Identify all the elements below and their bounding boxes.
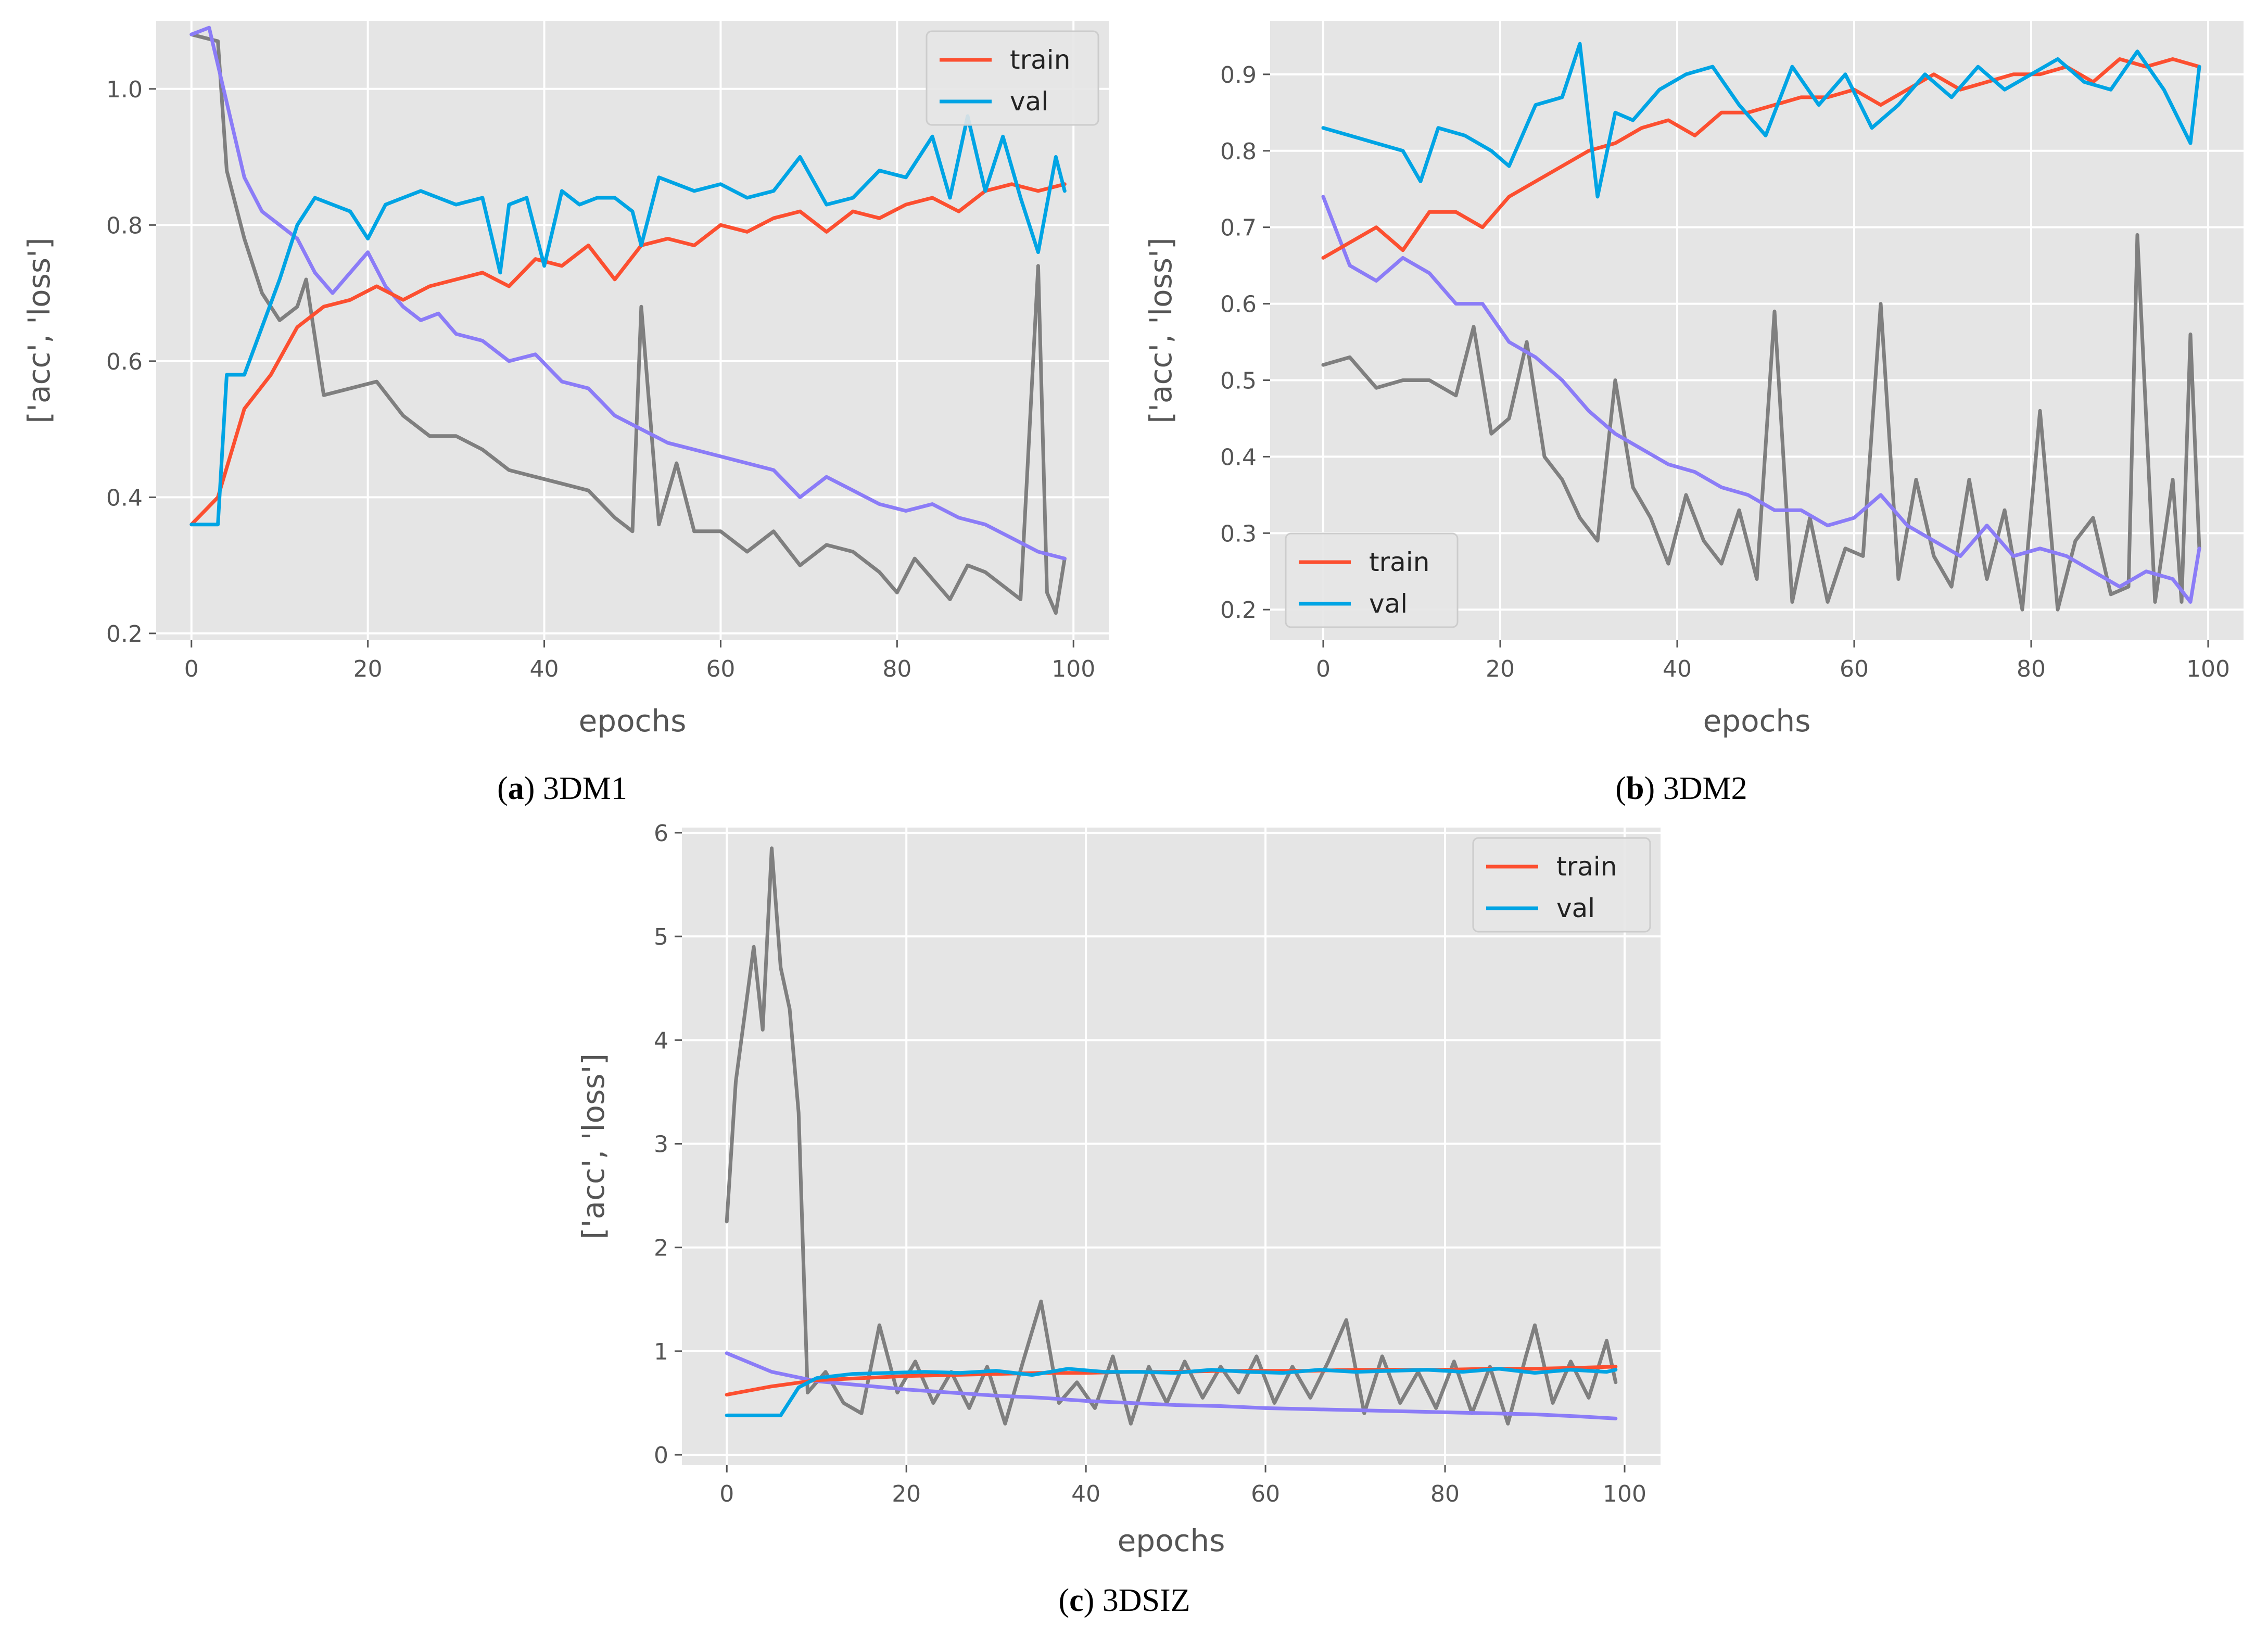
y-tick-label: 0.8 [106,212,143,239]
x-tick-label: 20 [353,656,383,682]
legend: train val [926,30,1099,126]
y-tick-label: 0.6 [106,349,143,375]
legend: train val [1472,837,1651,933]
series-line-val [1321,42,2201,199]
series-line-train-loss [1321,195,2201,604]
legend: train val [1285,532,1459,628]
x-tick-label: 100 [1603,1481,1646,1507]
y-tick-label: 0.4 [106,485,143,511]
caption-close-paren: ) [1084,1583,1103,1618]
y-tick-label: 3 [654,1132,668,1158]
y-tick-label: 2 [654,1235,668,1262]
caption: (b) 3DM2 [1615,771,1747,806]
y-tick-label: 5 [654,924,668,950]
x-tick-label: 20 [892,1481,921,1507]
y-tick-label: 4 [654,1027,668,1054]
x-tick-label: 80 [1430,1481,1460,1507]
caption-close-paren: ) [524,771,543,806]
series-line-val-loss [1321,233,2201,612]
y-tick-label: 0.6 [1220,291,1257,318]
x-axis-label: epochs [579,703,687,739]
legend-label-train: train [1010,45,1070,75]
caption-title: 3DM2 [1663,771,1747,806]
x-tick-label: 40 [1071,1481,1100,1507]
legend-label-val: val [1556,893,1595,923]
caption-letter: b [1626,771,1644,806]
caption-open-paren: ( [1615,771,1626,806]
caption-open-paren: ( [1058,1583,1069,1618]
x-tick-label: 40 [1663,656,1692,682]
legend-label-val: val [1369,589,1408,619]
y-tick-label: 1 [654,1339,668,1365]
x-tick-label: 0 [719,1481,734,1507]
chart-panel-b: 0 20 40 60 80 100 0.2 0.3 0.4 0.5 0.6 0.7 0.8 0.9 epoc… [1143,21,2244,806]
chart-panel-a: 0 20 40 60 80 100 0.2 0.4 0.6 0.8 1.0 epochs ['acc',… [21,21,1109,806]
x-axis-label: epochs [1703,703,1811,739]
series-line-val [725,1367,1618,1417]
series-line-train-loss [725,1351,1618,1420]
caption: (a) 3DM1 [497,771,627,806]
y-axis-label: ['acc', 'loss'] [576,1053,611,1239]
x-tick-label: 40 [530,656,559,682]
x-tick-label: 100 [1051,656,1095,682]
series-line-val-loss [189,32,1067,615]
x-tick-label: 0 [184,656,199,682]
y-tick-label: 1.0 [106,77,143,103]
legend-label-train: train [1556,852,1617,882]
x-tick-label: 0 [1316,656,1331,682]
x-tick-label: 60 [706,656,735,682]
caption-title: 3DM1 [543,771,627,806]
series-line-train-loss [189,26,1067,561]
y-tick-label: 6 [654,820,668,847]
series-line-train [189,182,1067,527]
x-tick-label: 20 [1486,656,1515,682]
y-tick-label: 0.2 [1220,597,1257,624]
caption-close-paren: ) [1644,771,1663,806]
y-tick-label: 0.2 [106,621,143,647]
caption-letter: c [1069,1583,1084,1618]
y-tick-label: 0.4 [1220,444,1257,471]
x-tick-label: 100 [2186,656,2230,682]
plot-area [682,828,1661,1465]
y-axis-label: ['acc', 'loss'] [21,237,57,423]
x-axis-label: epochs [1118,1523,1225,1558]
series-line-val [189,114,1067,527]
legend-label-val: val [1010,86,1048,117]
y-tick-label: 0.5 [1220,367,1257,394]
x-tick-label: 80 [882,656,911,682]
x-tick-label: 60 [1251,1481,1280,1507]
caption: (c) 3DSIZ [1058,1583,1190,1618]
x-tick-label: 60 [1840,656,1869,682]
y-axis-label: ['acc', 'loss'] [1143,237,1179,423]
caption-title: 3DSIZ [1103,1583,1190,1618]
series-line-train [1321,57,2201,260]
chart-panel-c: 0 20 40 60 80 100 0 1 2 3 4 5 6 epochs ['acc', 'loss']… [576,820,1661,1618]
legend-label-train: train [1369,547,1429,577]
y-tick-label: 0.9 [1220,62,1257,88]
y-tick-label: 0 [654,1442,668,1469]
y-tick-label: 0.8 [1220,138,1257,165]
caption-open-paren: ( [497,771,508,806]
x-tick-label: 80 [2017,656,2046,682]
y-tick-label: 0.3 [1220,520,1257,547]
y-tick-label: 0.7 [1220,215,1257,242]
caption-letter: a [508,771,524,806]
